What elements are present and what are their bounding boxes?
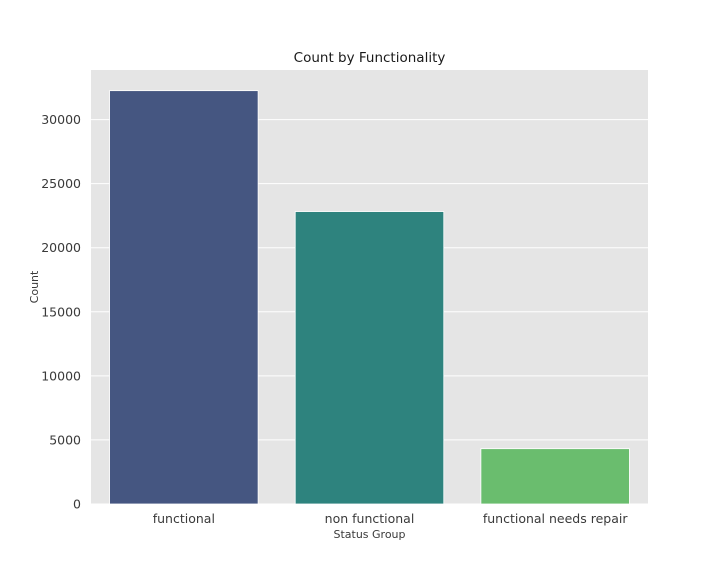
- x-tick-label: non functional: [325, 511, 415, 526]
- chart-title: Count by Functionality: [294, 50, 446, 66]
- x-tick-label: functional: [153, 511, 215, 526]
- x-axis-label: Status Group: [333, 528, 405, 541]
- bar-functional-needs-repair: [480, 448, 630, 505]
- y-tick-label: 0: [73, 497, 81, 512]
- x-tick-labels: functional non functional functional needs…: [153, 511, 629, 526]
- y-axis-label: Count: [28, 270, 41, 303]
- bar-functional: [109, 90, 259, 505]
- y-tick-label: 10000: [41, 368, 81, 383]
- y-tick-label: 30000: [41, 112, 81, 127]
- bars: [109, 90, 630, 505]
- y-tick-label: 5000: [49, 432, 81, 447]
- y-tick-label: 25000: [41, 176, 81, 191]
- x-tick-label: functional needs repair: [483, 511, 629, 526]
- y-tick-label: 20000: [41, 240, 81, 255]
- y-tick-labels: 0 5000 10000 15000 20000 25000 30000: [41, 112, 81, 511]
- bar-non-functional: [294, 211, 445, 505]
- y-tick-label: 15000: [41, 304, 81, 319]
